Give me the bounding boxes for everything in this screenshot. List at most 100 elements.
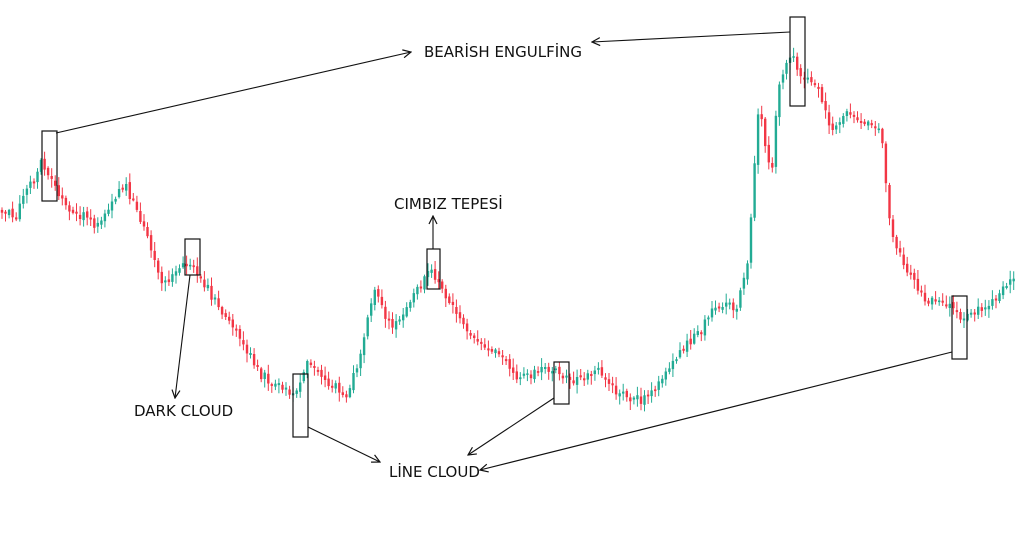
candle-body-95 <box>338 382 341 393</box>
candle-body-66 <box>235 328 238 331</box>
candle-body-49 <box>174 271 178 276</box>
candle-body-274 <box>973 312 976 315</box>
candle-body-24 <box>86 211 89 218</box>
candle-body-79 <box>281 384 284 390</box>
pattern-box-line-cloud-2 <box>553 361 570 405</box>
candle-body-126 <box>448 296 451 303</box>
candle-body-245 <box>870 123 873 126</box>
candle-body-254 <box>902 254 905 266</box>
candle-body-125 <box>444 288 447 299</box>
candle-body-230 <box>817 86 820 89</box>
candle-body-145 <box>515 371 518 380</box>
candle-body-202 <box>717 306 721 309</box>
candle-body-72 <box>256 365 259 367</box>
candle-body-10 <box>36 171 39 183</box>
candle-body-154 <box>547 366 550 372</box>
candle-body-204 <box>725 302 728 307</box>
candle-body-12 <box>43 158 46 170</box>
candle-body-277 <box>984 307 987 310</box>
candle-body-163 <box>579 375 582 378</box>
candle-body-26 <box>93 218 96 228</box>
candle-body-281 <box>998 293 1001 301</box>
candle-body-280 <box>994 298 998 301</box>
candle-body-114 <box>405 307 408 317</box>
candle-body-91 <box>323 375 327 380</box>
candle-body-131 <box>465 323 469 332</box>
candle-body-135 <box>480 341 483 344</box>
candle-body-78 <box>277 383 281 386</box>
candle-body-1 <box>4 211 7 214</box>
candle-body-90 <box>320 369 323 377</box>
candle-body-85 <box>302 372 305 382</box>
candle-body-134 <box>476 339 479 342</box>
candle-body-45 <box>160 271 163 284</box>
candle-body-115 <box>409 302 412 308</box>
candle-body-239 <box>849 112 852 115</box>
candle-body-214 <box>760 114 763 120</box>
candle-body-211 <box>749 217 753 263</box>
candle-body-217 <box>771 163 774 168</box>
candle-body-35 <box>125 184 128 191</box>
candle-body-184 <box>654 389 657 392</box>
candle-body-200 <box>710 308 714 318</box>
candle-body-216 <box>767 144 770 163</box>
candle-body-71 <box>252 354 256 366</box>
candle-body-87 <box>309 362 313 365</box>
candle-body-106 <box>377 289 380 297</box>
candle-body-107 <box>380 296 384 306</box>
candle-body-152 <box>540 367 543 373</box>
candle-body-97 <box>345 394 348 398</box>
candle-body-192 <box>682 348 685 351</box>
candle-body-167 <box>593 370 596 375</box>
candle-body-136 <box>483 344 486 348</box>
candle-body-232 <box>824 101 827 111</box>
candle-body-63 <box>224 313 227 317</box>
annotation-arrows <box>55 31 953 470</box>
candle-body-104 <box>370 303 373 316</box>
candle-body-196 <box>696 331 699 335</box>
candle-body-123 <box>437 279 440 283</box>
arrow-dark-cloud <box>175 274 191 398</box>
candle-body-182 <box>646 394 650 397</box>
candle-body-161 <box>572 380 575 384</box>
candle-body-225 <box>799 68 802 77</box>
candle-body-96 <box>341 392 344 395</box>
candle-body-183 <box>650 390 653 397</box>
candle-body-54 <box>192 265 195 268</box>
candle-body-156 <box>554 368 557 371</box>
annotation-labels: BEARİSH ENGULFİNG CIMBIZ TEPESİ DARK CLO… <box>134 42 582 481</box>
candle-body-60 <box>213 297 217 300</box>
candle-body-28 <box>100 220 103 225</box>
candle-body-76 <box>270 384 273 386</box>
candle-body-227 <box>806 77 809 80</box>
candle-body-231 <box>820 87 824 103</box>
candle-body-187 <box>664 371 667 380</box>
candle-body-241 <box>856 117 859 121</box>
candle-body-284 <box>1009 279 1012 285</box>
candle-body-221 <box>785 62 788 74</box>
candle-body-236 <box>838 122 841 125</box>
candle-body-41 <box>146 227 149 237</box>
candle-body-62 <box>220 307 224 315</box>
candle-body-75 <box>267 373 270 384</box>
candle-body-181 <box>643 395 646 405</box>
candle-body-158 <box>561 375 565 379</box>
candle-body-257 <box>913 272 916 280</box>
candle-body-124 <box>441 281 444 289</box>
candle-body-122 <box>433 269 437 280</box>
pattern-box-cimbiz <box>426 248 441 290</box>
candle-body-88 <box>313 366 316 368</box>
candle-body-282 <box>1001 286 1005 296</box>
candle-body-74 <box>263 372 266 379</box>
candle-body-160 <box>568 376 572 380</box>
pattern-box-bearish-end <box>789 16 806 107</box>
candle-body-8 <box>29 181 32 188</box>
candle-body-235 <box>835 125 838 130</box>
candle-body-220 <box>781 74 785 83</box>
candle-body-255 <box>906 263 909 273</box>
candle-body-240 <box>852 114 856 117</box>
arrow-line-cloud-2 <box>468 397 555 455</box>
candle-body-264 <box>938 300 941 303</box>
candle-body-23 <box>82 212 85 221</box>
candle-body-52 <box>185 263 188 267</box>
